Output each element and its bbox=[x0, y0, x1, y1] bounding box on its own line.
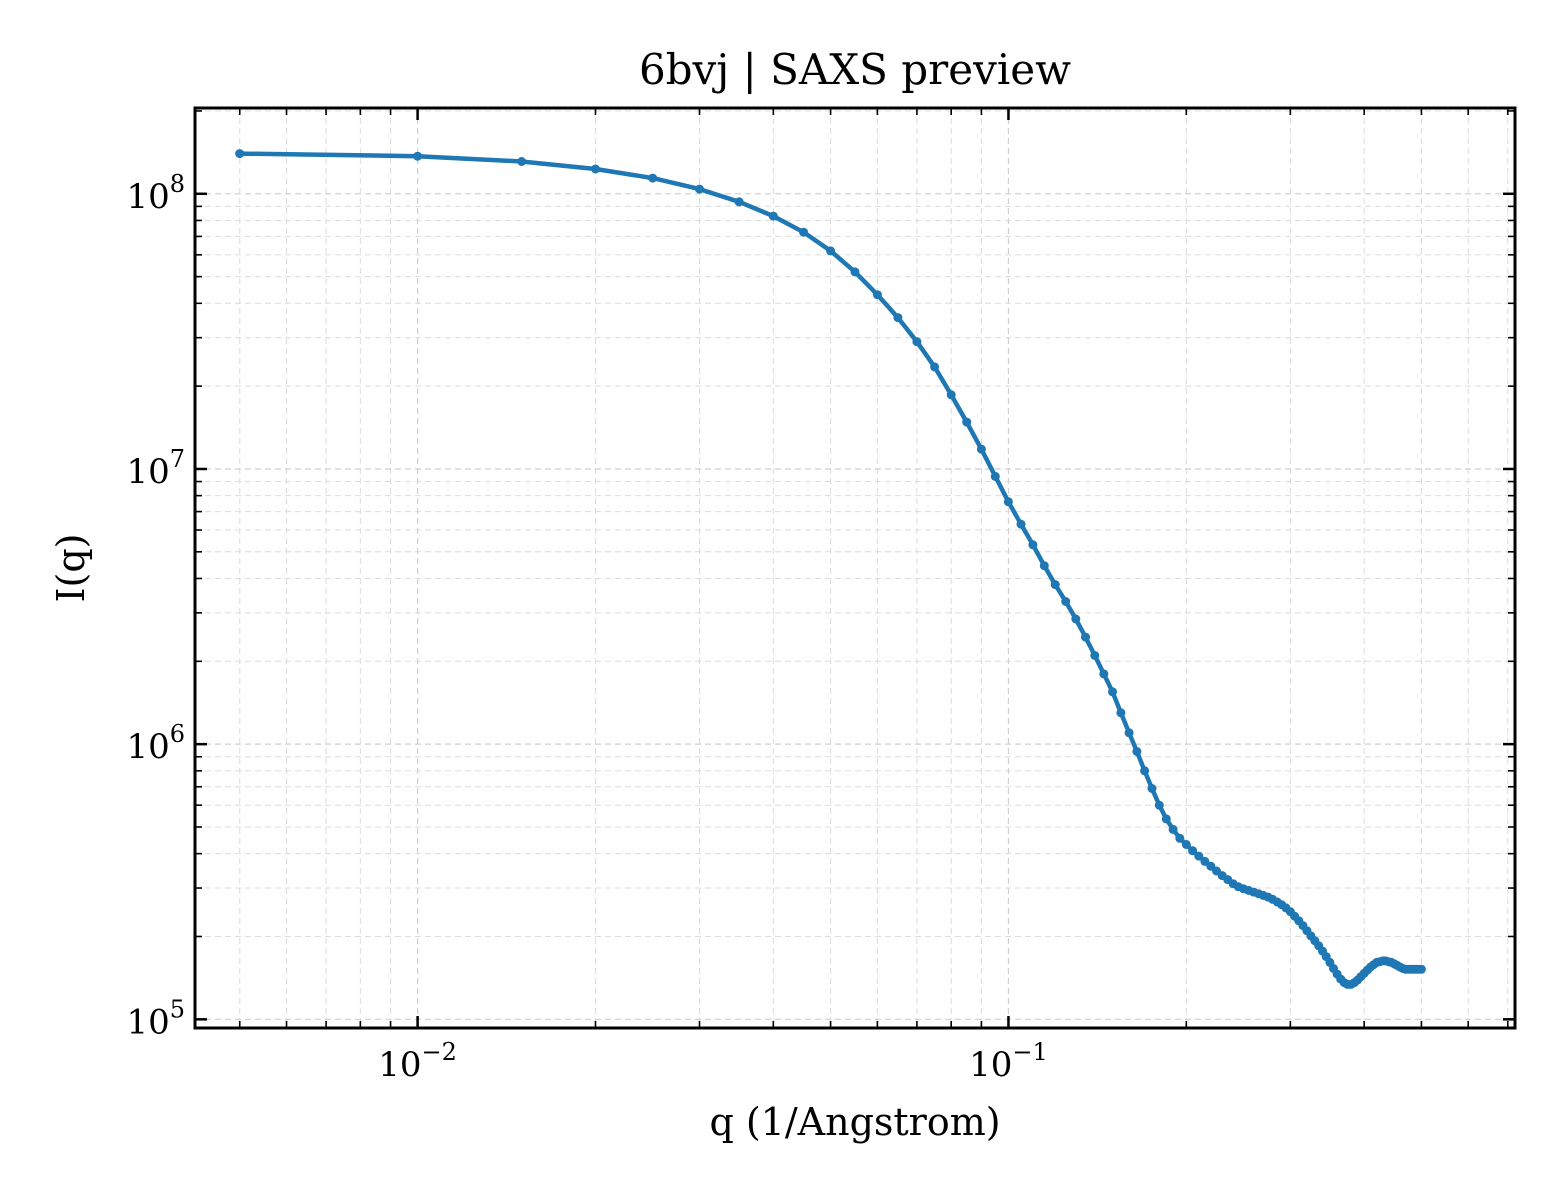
data-point bbox=[648, 173, 658, 183]
data-point bbox=[1154, 800, 1164, 810]
data-point bbox=[799, 227, 809, 237]
data-point bbox=[1061, 597, 1071, 606]
data-point bbox=[962, 417, 972, 427]
data-point bbox=[1124, 728, 1134, 738]
data-point bbox=[1003, 497, 1013, 507]
data-point bbox=[1175, 833, 1185, 843]
data-point bbox=[930, 362, 940, 372]
data-point bbox=[1090, 651, 1100, 660]
grid bbox=[195, 108, 1515, 1028]
data-point bbox=[1071, 614, 1081, 624]
y-tick-label: 105 bbox=[126, 995, 185, 1042]
data-point bbox=[1140, 766, 1150, 776]
axis-ticks: 10−2 10−1 105 106 107 108 bbox=[126, 108, 1515, 1085]
chart-title: 6bvj | SAXS preview bbox=[639, 45, 1071, 94]
data-point bbox=[768, 211, 778, 221]
data-point bbox=[990, 471, 1000, 481]
data-point bbox=[912, 337, 922, 347]
data-point bbox=[734, 197, 744, 207]
data-point bbox=[1050, 580, 1060, 590]
data-point bbox=[517, 157, 527, 166]
data-point bbox=[850, 267, 860, 277]
data-point bbox=[695, 184, 704, 194]
data-point bbox=[946, 390, 956, 400]
data-series bbox=[235, 149, 1426, 989]
data-point bbox=[872, 290, 882, 300]
plot-frame bbox=[193, 106, 1517, 1030]
data-point bbox=[413, 151, 423, 161]
data-point bbox=[1132, 747, 1142, 756]
data-point bbox=[976, 444, 986, 454]
data-point bbox=[235, 149, 245, 159]
data-point bbox=[1188, 846, 1198, 856]
data-point bbox=[1039, 561, 1049, 571]
data-point bbox=[1168, 824, 1178, 834]
data-point bbox=[1108, 687, 1117, 697]
data-point bbox=[1099, 669, 1109, 679]
x-tick-label: 10−2 bbox=[378, 1038, 457, 1085]
y-tick-label: 108 bbox=[126, 170, 185, 217]
data-point bbox=[1028, 540, 1038, 550]
y-tick-label: 106 bbox=[126, 720, 185, 767]
data-point bbox=[1016, 519, 1026, 529]
y-tick-label: 107 bbox=[126, 445, 185, 492]
x-axis-label: q (1/Angstrom) bbox=[709, 1100, 1000, 1144]
data-point bbox=[1147, 784, 1157, 793]
data-point bbox=[1416, 964, 1426, 974]
y-axis-label: I(q) bbox=[49, 534, 93, 603]
data-point bbox=[893, 313, 903, 323]
data-point bbox=[591, 164, 600, 174]
data-point bbox=[1161, 814, 1171, 824]
x-tick-label: 10−1 bbox=[969, 1038, 1048, 1085]
data-point bbox=[1181, 840, 1191, 849]
data-point bbox=[1194, 851, 1204, 861]
data-point bbox=[826, 246, 836, 256]
data-point bbox=[1116, 708, 1126, 718]
data-point bbox=[1081, 632, 1090, 642]
